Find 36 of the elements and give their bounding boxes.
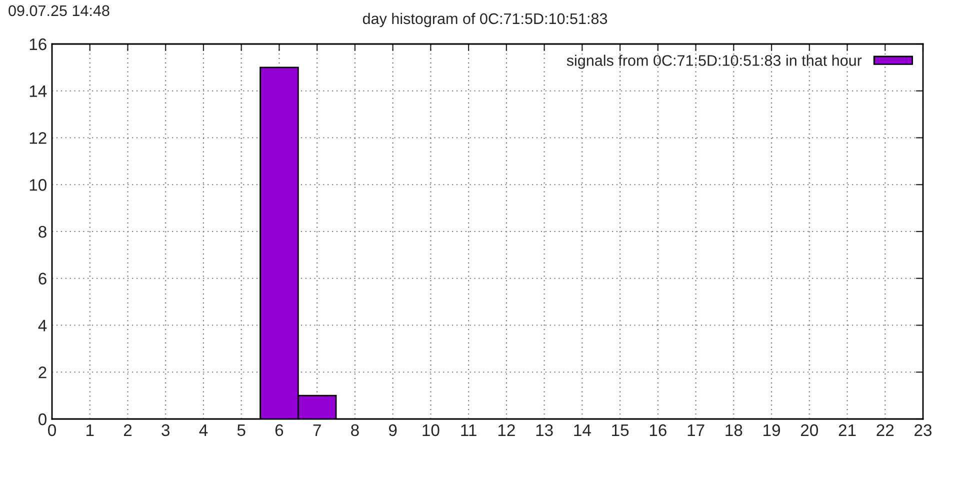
y-tick-label: 14: [30, 85, 47, 97]
x-tick-label: 16: [650, 424, 666, 436]
x-tick-label: 7: [313, 424, 321, 436]
x-tick-label: 17: [688, 424, 704, 436]
x-tick-label: 18: [726, 424, 742, 436]
x-tick-label: 3: [162, 424, 170, 436]
text: 09.07.25 14:48: [8, 5, 110, 16]
chart-title: day histogram of 0C:71:5D:10:51:83: [362, 12, 608, 28]
x-tick-label: 9: [388, 424, 397, 436]
x-tick-label: 0: [48, 424, 56, 436]
x-tick-label: 11: [461, 424, 476, 436]
y-tick-label: 16: [30, 38, 46, 50]
x-tick-label: 6: [275, 424, 284, 436]
y-tick-label: 4: [38, 320, 47, 332]
x-tick-label: 20: [800, 424, 818, 436]
x-tick-label: 12: [498, 424, 515, 436]
y-tick-label: 0: [38, 413, 46, 426]
x-tick-label: 5: [237, 424, 246, 436]
y-tick-label: 6: [38, 272, 46, 285]
x-tick-label: 13: [536, 424, 553, 436]
x-tick-label: 14: [574, 424, 591, 436]
x-tick-label: 22: [876, 424, 894, 436]
x-tick-label: 21: [838, 424, 856, 436]
x-tick-label: 19: [764, 424, 780, 436]
x-tick-label: 4: [199, 424, 208, 436]
x-tick-label: 8: [351, 424, 359, 436]
x-tick-label: 2: [124, 424, 132, 436]
x-tick-label: 1: [86, 424, 94, 436]
x-tick-label: 10: [422, 424, 440, 436]
y-tick-label: 12: [30, 132, 46, 144]
y-tick-label: 10: [30, 179, 46, 191]
x-tick-label: 15: [612, 424, 629, 436]
x-tick-label: 23: [914, 424, 932, 436]
y-tick-label: 2: [38, 366, 46, 378]
legend-label: signals from 0C:71:5D:10:51:83 in that hour: [566, 54, 862, 69]
y-tick-label: 8: [38, 226, 46, 238]
